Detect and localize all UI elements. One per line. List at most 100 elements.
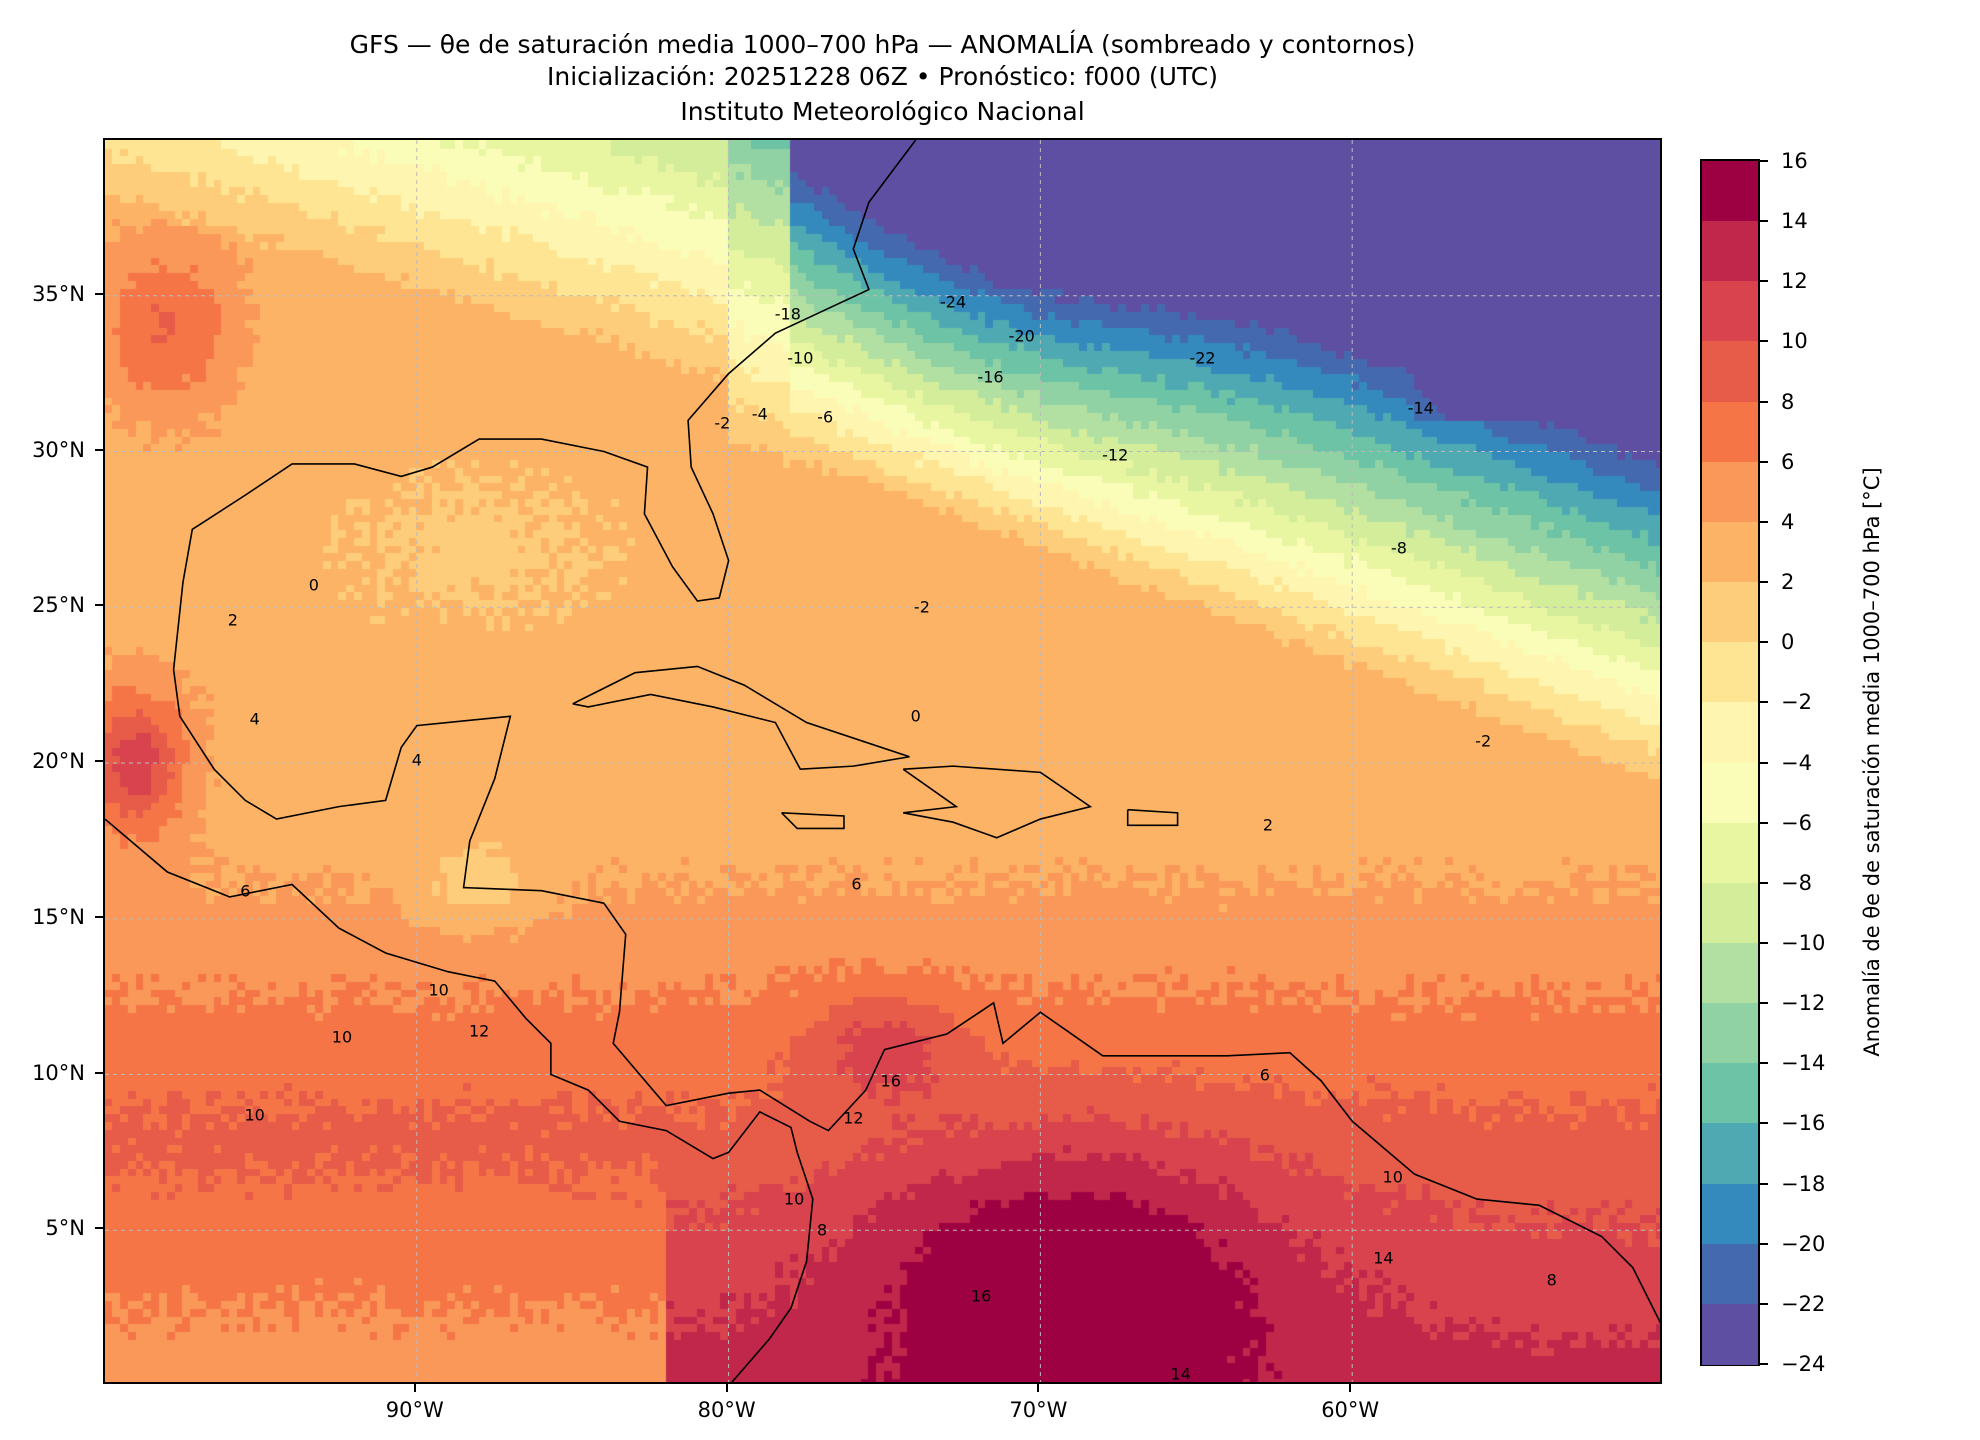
colorbar-tick-mark [1760, 1363, 1768, 1365]
colorbar-tick-label: −16 [1781, 1111, 1826, 1136]
chart-title-line1: GFS — θe de saturación media 1000–700 hP… [349, 30, 1416, 59]
coastline [1126, 808, 1179, 827]
coastline [572, 665, 910, 771]
colorbar-tick-mark [1760, 581, 1768, 584]
colorbar-tick-mark [1760, 1182, 1768, 1185]
contour-label: 4 [411, 750, 422, 770]
colorbar-segment [1702, 281, 1758, 343]
colorbar-segment [1702, 762, 1758, 824]
colorbar-tick-mark [1760, 340, 1768, 343]
y-tick-label: 15°N [32, 904, 85, 929]
colorbar-tick-label: −12 [1781, 991, 1826, 1016]
colorbar-segment [1702, 882, 1758, 944]
x-tick-mark [1349, 1384, 1352, 1392]
colorbar-tick-label: 6 [1781, 449, 1795, 474]
contour-label: -16 [977, 367, 1004, 387]
colorbar-segment [1702, 1003, 1758, 1065]
contour-label: -8 [1390, 538, 1407, 558]
colorbar-tick-label: −4 [1781, 750, 1812, 775]
colorbar-tick-label: −20 [1781, 1231, 1826, 1256]
contour-label: -2 [714, 413, 731, 433]
contour-label: -22 [1189, 348, 1216, 368]
colorbar-tick-mark [1760, 400, 1768, 403]
colorbar-tick-mark [1760, 280, 1768, 283]
colorbar-segment [1702, 1123, 1758, 1185]
contour-label: 10 [244, 1105, 265, 1125]
colorbar-tick-label: −22 [1781, 1291, 1826, 1316]
contour-label: -6 [817, 407, 834, 427]
colorbar-tick-label: −10 [1781, 930, 1826, 955]
y-tick-label: 30°N [32, 437, 85, 462]
map-overlay [105, 140, 1660, 1382]
x-tick-mark [725, 1384, 728, 1392]
colorbar-segment [1702, 1303, 1758, 1365]
contour-label: 10 [428, 980, 449, 1000]
colorbar-tick-mark [1760, 641, 1768, 644]
coastline [172, 140, 1660, 1324]
contour-label: 12 [843, 1108, 864, 1128]
colorbar-segment [1702, 1243, 1758, 1305]
contour-label: 6 [851, 874, 862, 894]
chart-title-line3: Instituto Meteorológico Nacional [680, 97, 1085, 126]
contour-label: -12 [1102, 445, 1129, 465]
colorbar-tick-mark [1760, 821, 1768, 824]
colorbar-segment [1702, 582, 1758, 644]
contour-label: 12 [468, 1021, 490, 1041]
colorbar-segment [1702, 461, 1758, 523]
colorbar-tick-mark [1760, 1302, 1768, 1305]
y-tick-mark [95, 604, 103, 607]
colorbar-tick-mark [1760, 520, 1768, 523]
x-tick-label: 90°W [385, 1398, 444, 1422]
colorbar-tick-mark [1760, 1242, 1768, 1245]
colorbar-segment [1702, 642, 1758, 704]
colorbar-segment [1702, 702, 1758, 764]
y-tick-mark [95, 1071, 103, 1074]
colorbar-tick-label: −14 [1781, 1051, 1826, 1076]
colorbar-segment [1702, 1183, 1758, 1245]
colorbar-tick-mark [1760, 881, 1768, 884]
y-tick-mark [95, 760, 103, 762]
colorbar-segment [1702, 221, 1758, 283]
colorbar-segment [1702, 1063, 1758, 1125]
x-tick-label: 60°W [1321, 1398, 1380, 1422]
colorbar-segment [1702, 822, 1758, 884]
chart-title-line2: Inicialización: 20251228 06Z • Pronóstic… [547, 62, 1218, 91]
contour-label: -10 [787, 348, 814, 368]
colorbar-tick-label: 10 [1781, 329, 1808, 354]
y-tick-mark [95, 292, 103, 295]
colorbar-tick-label: 14 [1781, 209, 1808, 234]
contour-label: 6 [1259, 1065, 1270, 1084]
contour-label: 10 [1382, 1167, 1403, 1187]
colorbar-tick-label: 2 [1781, 570, 1795, 595]
contour-label: 6 [240, 881, 251, 901]
contour-label: 10 [783, 1189, 805, 1209]
colorbar-tick-label: 8 [1781, 389, 1795, 414]
coastline [105, 818, 814, 1382]
y-tick-label: 10°N [32, 1060, 85, 1085]
colorbar-label: Anomalía de θe de saturación media 1000–… [1860, 467, 1884, 1057]
colorbar [1700, 159, 1760, 1366]
contour-label: 14 [1170, 1364, 1191, 1384]
contour-label: 2 [227, 610, 238, 630]
colorbar-tick-label: 16 [1781, 149, 1808, 173]
x-tick-label: 80°W [697, 1398, 756, 1422]
x-tick-label: 70°W [1009, 1398, 1068, 1422]
colorbar-tick-mark [1760, 220, 1768, 223]
y-tick-label: 5°N [45, 1216, 85, 1241]
colorbar-tick-label: 4 [1781, 509, 1795, 534]
contour-label: -14 [1407, 398, 1434, 418]
x-tick-mark [1037, 1384, 1040, 1392]
contour-label: -24 [940, 292, 967, 312]
contour-label: -20 [1008, 326, 1035, 346]
contour-label: -18 [774, 304, 801, 324]
x-tick-mark [413, 1384, 416, 1392]
colorbar-segment [1702, 521, 1758, 584]
contour-label: 2 [1262, 815, 1274, 835]
y-tick-label: 35°N [32, 281, 85, 306]
contour-label: 8 [1546, 1270, 1557, 1290]
colorbar-tick-mark [1760, 761, 1768, 764]
map-plot-area: -24 -22 -20 -18 -16 -14 -12 -10 -8 -6 -4 -2 -2 -2 0 0 2 2… [103, 138, 1662, 1384]
contour-label: 16 [880, 1071, 901, 1091]
contour-label: -2 [1475, 731, 1492, 751]
colorbar-tick-mark [1760, 1002, 1768, 1005]
